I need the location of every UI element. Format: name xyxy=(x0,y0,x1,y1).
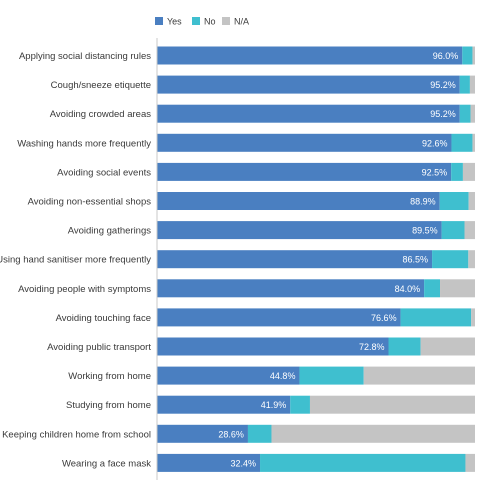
data-label: 88.9% xyxy=(410,197,436,207)
data-label: 84.0% xyxy=(395,284,421,294)
bar-segment-na xyxy=(468,250,475,269)
bar-segment-na xyxy=(309,395,475,414)
bar-segment-no xyxy=(459,75,470,94)
bar-segment-no xyxy=(459,104,471,123)
category-label: Cough/sneeze etiquette xyxy=(51,80,151,91)
category-labels: Applying social distancing rules Cough/sn… xyxy=(0,51,151,469)
bar-segment-yes xyxy=(157,308,401,327)
bar-segment-no xyxy=(424,279,441,298)
data-label: 95.2% xyxy=(430,80,456,90)
bar-segment-na xyxy=(470,104,475,123)
category-label: Avoiding social events xyxy=(57,167,151,178)
category-label: Avoiding crowded areas xyxy=(50,109,151,120)
bar-segment-yes xyxy=(157,221,442,240)
legend-label-yes: Yes xyxy=(167,17,182,27)
bar-segment-yes xyxy=(157,250,433,269)
bar-segment-no xyxy=(441,221,465,240)
data-label: 96.0% xyxy=(433,51,459,61)
category-label: Washing hands more frequently xyxy=(17,138,151,149)
bar-segment-yes xyxy=(157,104,460,123)
bar-segment-yes xyxy=(157,395,291,414)
bar-segment-na xyxy=(271,424,475,443)
bar-segment-no xyxy=(400,308,472,327)
bar-segment-na xyxy=(471,308,475,327)
data-label: 89.5% xyxy=(412,226,438,236)
bar-segment-na xyxy=(440,279,475,298)
bar-segment-na xyxy=(472,46,475,65)
data-label: 76.6% xyxy=(371,313,397,323)
bar-segment-no xyxy=(247,424,272,443)
bar-segment-yes xyxy=(157,366,300,385)
bar-segment-no xyxy=(432,250,469,269)
chart-legend: Yes No N/A xyxy=(155,17,249,27)
bar-segment-na xyxy=(420,337,475,356)
bar-segment-yes xyxy=(157,337,389,356)
legend-swatch-no xyxy=(192,17,200,25)
bar-segment-no xyxy=(290,395,310,414)
bar-segment-yes xyxy=(157,192,440,210)
bar-segment-yes xyxy=(157,424,248,443)
data-label: 44.8% xyxy=(270,371,296,381)
bar-segment-yes xyxy=(157,46,463,65)
data-label: 95.2% xyxy=(430,109,456,119)
category-label: Using hand sanitiser more frequently xyxy=(0,255,151,266)
bar-area: 96.0% 95.2% 95.2% 92.6% 92.5% 88.9% 89.5% 86.5%… xyxy=(157,46,475,472)
data-label: 28.6% xyxy=(218,429,244,439)
bar-segment-yes xyxy=(157,453,261,472)
category-label: Avoiding people with symptoms xyxy=(18,284,151,295)
bar-segment-na xyxy=(469,75,475,94)
bar-segment-na xyxy=(363,366,475,385)
data-label: 92.5% xyxy=(422,167,448,177)
data-label: 92.6% xyxy=(422,138,448,148)
bar-segment-no xyxy=(299,366,364,385)
category-label: Working from home xyxy=(68,371,151,382)
bar-segment-na xyxy=(468,192,475,210)
legend-label-na: N/A xyxy=(234,17,249,27)
bar-segment-no xyxy=(462,46,473,65)
bar-segment-na xyxy=(472,133,475,152)
bar-segment-no xyxy=(260,453,466,472)
category-label: Studying from home xyxy=(66,400,151,411)
bar-segment-no xyxy=(451,162,463,181)
legend-swatch-na xyxy=(222,17,230,25)
category-label: Wearing a face mask xyxy=(62,458,151,469)
bar-segment-na xyxy=(465,453,475,472)
bar-segment-no xyxy=(451,133,473,152)
bar-segment-yes xyxy=(157,75,460,94)
category-label: Keeping children home from school xyxy=(2,429,151,440)
bar-segment-no xyxy=(439,192,469,210)
data-label: 86.5% xyxy=(403,255,429,265)
category-label: Avoiding public transport xyxy=(47,342,151,353)
bar-segment-yes xyxy=(157,133,452,152)
bar-segment-no xyxy=(388,337,421,356)
data-label: 41.9% xyxy=(261,400,287,410)
bar-segment-na xyxy=(462,162,475,181)
bar-segment-yes xyxy=(157,162,452,181)
bar-segment-na xyxy=(464,221,475,240)
category-label: Applying social distancing rules xyxy=(19,51,151,62)
data-label: 72.8% xyxy=(359,342,385,352)
category-label: Avoiding gatherings xyxy=(68,226,152,237)
legend-label-no: No xyxy=(204,17,216,27)
data-label: 32.4% xyxy=(230,458,256,468)
legend-swatch-yes xyxy=(155,17,163,25)
bar-segment-yes xyxy=(157,279,425,298)
category-label: Avoiding non-essential shops xyxy=(28,197,152,208)
category-label: Avoiding touching face xyxy=(56,313,151,324)
